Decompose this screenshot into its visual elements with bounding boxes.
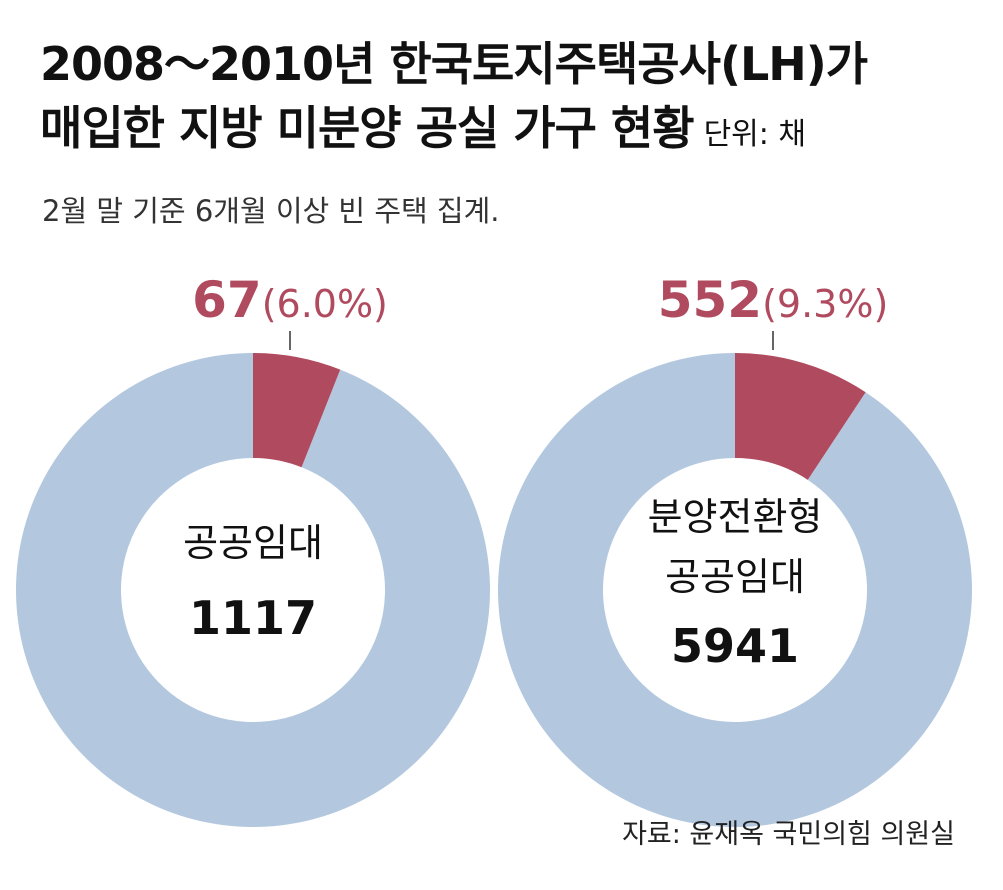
chart-title-text: 매입한 지방 미분양 공실 가구 현황 [40,101,695,155]
vacant-percent: (9.3%) [762,282,888,326]
center-total-value: 1117 [189,591,317,645]
center-label: 분양전환형 [648,495,823,539]
chart-title-line2: 매입한 지방 미분양 공실 가구 현황 단위: 채 [40,92,806,158]
unit-label: 단위: 채 [703,117,807,152]
chart-subtitle: 2월 말 기준 6개월 이상 빈 주택 집계. [42,194,500,228]
chart-title-line1: 2008～2010년 한국토지주택공사(LH)가 [40,37,868,91]
center-label: 공공임대 [665,555,805,599]
donut-chart-1: 67(6.0%) 공공임대 1117 [15,271,490,827]
vacant-percent: (6.0%) [262,282,388,326]
donut-slice-remainder [15,353,490,827]
vacant-value: 552 [658,271,762,329]
donut-slice-vacant [253,353,341,468]
center-label: 공공임대 [183,521,323,565]
vacant-value: 67 [192,271,262,329]
vacant-callout: 67(6.0%) [192,271,388,329]
vacant-callout: 552(9.3%) [658,271,889,329]
source-note: 자료: 윤재옥 국민의힘 의원실 [622,819,955,850]
donut-slice-remainder [497,353,972,827]
donut-slice-vacant [735,353,866,480]
center-total-value: 5941 [671,619,799,673]
